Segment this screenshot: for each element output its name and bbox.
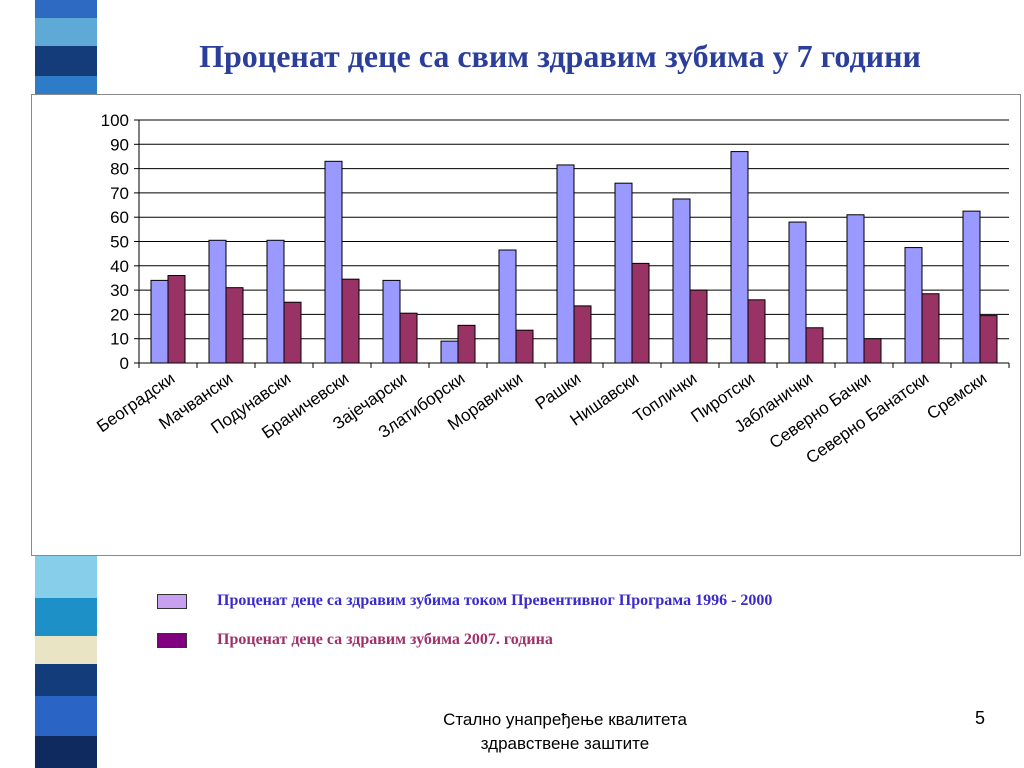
bar-2007 — [631, 262, 650, 364]
bar-program — [440, 340, 459, 364]
bar-program — [962, 210, 981, 364]
bar-program — [788, 221, 807, 364]
y-tick-label: 0 — [120, 354, 129, 373]
footer-text: Стално унапређење квалитета здравствене … — [400, 708, 730, 756]
y-tick-label: 30 — [110, 281, 129, 300]
chart-frame: 0 10 20 30 40 50 60 70 80 90 100 Београдски Мачванск… — [31, 94, 1021, 556]
bar-program — [324, 160, 343, 364]
y-tick-label: 40 — [110, 257, 129, 276]
legend-label-1: Проценат деце са здравим зубима током Пр… — [217, 592, 773, 609]
bar-program — [556, 164, 575, 364]
y-tick-label: 80 — [110, 160, 129, 179]
x-category-label: Топлички — [630, 369, 701, 426]
bar-program — [208, 239, 227, 364]
bar-program — [904, 247, 923, 364]
legend-label-2: Проценат деце са здравим зубима 2007. го… — [217, 631, 553, 648]
y-tick-label: 50 — [110, 233, 129, 252]
bar-2007 — [689, 289, 708, 364]
bar-2007 — [863, 338, 882, 364]
x-category-label: Сремски — [923, 369, 990, 424]
y-tick-label: 60 — [110, 208, 129, 227]
bar-program — [730, 151, 749, 364]
slide-title: Проценат деце са свим здравим зубима у 7… — [199, 38, 921, 74]
bar-2007 — [921, 293, 940, 364]
y-tick-label: 70 — [110, 184, 129, 203]
bar-2007 — [573, 305, 592, 364]
bar-chart: 0102030405060708090100БеоградскиМачванск… — [93, 111, 1010, 468]
page-number: 5 — [975, 708, 986, 728]
y-tick-label: 10 — [110, 330, 129, 349]
bar-program — [614, 182, 633, 364]
bar-program — [150, 279, 169, 364]
bar-program — [382, 279, 401, 364]
y-tick-label: 100 — [101, 111, 129, 130]
legend-swatch-2 — [157, 633, 187, 648]
bar-program — [266, 239, 285, 364]
y-tick-label: 90 — [110, 135, 129, 154]
bar-2007 — [399, 312, 418, 364]
bar-2007 — [805, 327, 824, 364]
bar-program — [672, 198, 691, 364]
bar-2007 — [457, 324, 476, 364]
legend-swatch-1 — [157, 594, 187, 609]
footer-line-1: Стално унапређење квалитета — [443, 710, 687, 729]
bar-2007 — [515, 329, 534, 364]
bar-program — [846, 214, 865, 364]
bar-2007 — [167, 275, 186, 364]
bar-program — [498, 249, 517, 364]
bar-2007 — [341, 278, 360, 364]
bar-2007 — [747, 299, 766, 364]
bar-2007 — [979, 315, 998, 364]
y-tick-label: 20 — [110, 305, 129, 324]
footer-line-2: здравствене заштите — [480, 734, 650, 753]
bar-2007 — [225, 287, 244, 364]
bar-2007 — [283, 301, 302, 364]
